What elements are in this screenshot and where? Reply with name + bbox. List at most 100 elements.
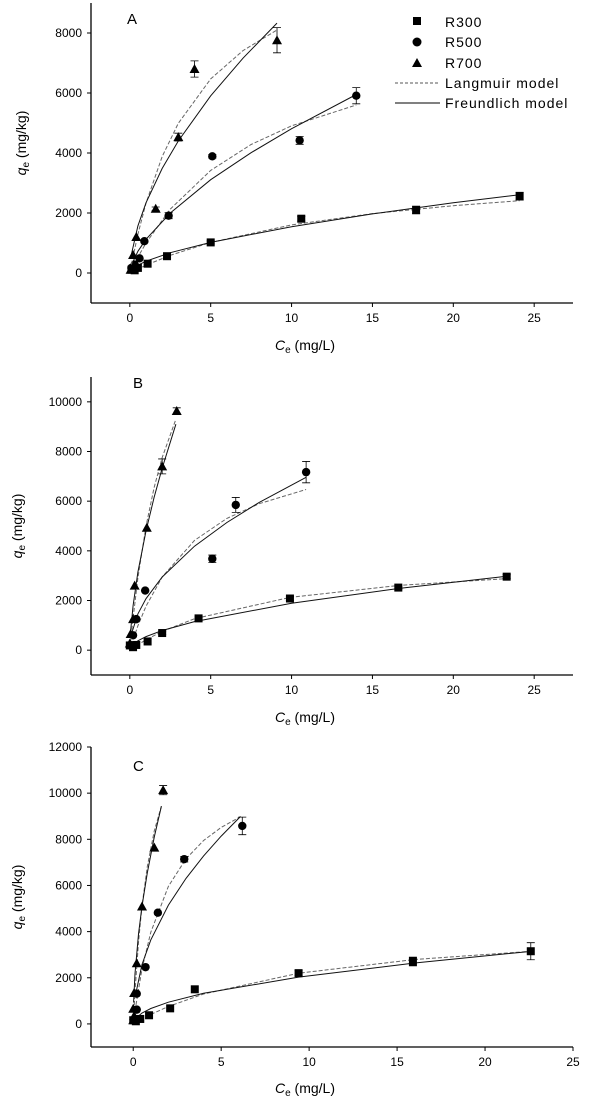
data-point-r700 bbox=[137, 901, 148, 911]
data-point-r300 bbox=[190, 985, 199, 994]
x-tick-label: 20 bbox=[447, 683, 461, 697]
x-axis-symbol: C bbox=[275, 1080, 286, 1096]
x-tick-label: 0 bbox=[126, 311, 133, 325]
data-point-r700 bbox=[129, 1010, 140, 1020]
freundlich-curve-r300 bbox=[134, 950, 533, 1020]
data-point-r300 bbox=[526, 947, 535, 956]
y-axis-symbol: q bbox=[13, 167, 29, 175]
x-tick-label: 10 bbox=[285, 311, 299, 325]
x-axis-symbol: C bbox=[275, 709, 286, 725]
data-point-r500 bbox=[295, 136, 304, 145]
data-point-r300 bbox=[285, 594, 294, 603]
data-point-r300 bbox=[297, 214, 306, 223]
y-tick-label: 8000 bbox=[55, 26, 82, 40]
legend-triangle-marker bbox=[412, 58, 422, 67]
x-axis-label: Ce (mg/L) bbox=[275, 709, 335, 728]
x-axis-subscript: e bbox=[285, 717, 291, 728]
legend-label-r700: R700 bbox=[445, 55, 482, 71]
y-tick-label: 0 bbox=[75, 1017, 82, 1031]
panel-a: A Ce (mg/L) qe (mg/kg) R300 R500 R700 La… bbox=[13, 3, 573, 356]
panel-b: B Ce (mg/L) qe (mg/kg) 0 5 10 15 20 250200040… bbox=[9, 375, 573, 728]
x-tick-label: 25 bbox=[528, 683, 542, 697]
y-axis-symbol: q bbox=[9, 921, 25, 929]
x-tick-label: 20 bbox=[478, 1055, 492, 1069]
y-tick-label: 4000 bbox=[55, 925, 82, 939]
x-tick-label: 15 bbox=[390, 1055, 404, 1069]
data-point-r300 bbox=[136, 1014, 145, 1023]
data-point-r700 bbox=[150, 203, 161, 213]
legend: R300 R500 R700 Langmuir model Freundlich… bbox=[395, 14, 568, 111]
freundlich-curve-r300 bbox=[131, 194, 520, 271]
data-point-r700 bbox=[128, 1003, 139, 1013]
x-tick-label: 25 bbox=[528, 311, 542, 325]
x-tick-label: 5 bbox=[207, 683, 214, 697]
data-point-r300 bbox=[133, 263, 142, 272]
data-point-r500 bbox=[238, 821, 247, 831]
y-tick-label: 8000 bbox=[55, 445, 82, 459]
y-axis-symbol: q bbox=[9, 550, 25, 558]
langmuir-curve-r700 bbox=[130, 29, 278, 265]
y-axis-unit: (mg/kg) bbox=[13, 111, 29, 162]
y-tick-label: 2000 bbox=[55, 594, 82, 608]
y-axis-unit: (mg/kg) bbox=[9, 494, 25, 545]
data-point-r300 bbox=[132, 640, 141, 649]
y-tick-label: 4000 bbox=[55, 544, 82, 558]
y-tick-label: 4000 bbox=[55, 146, 82, 160]
data-point-r700 bbox=[125, 629, 136, 639]
freundlich-curve-r500 bbox=[134, 816, 241, 998]
y-tick-label: 2000 bbox=[55, 206, 82, 220]
x-tick-label: 15 bbox=[366, 311, 380, 325]
y-tick-label: 6000 bbox=[55, 86, 82, 100]
data-point-r500 bbox=[140, 586, 150, 595]
x-axis-subscript: e bbox=[285, 1088, 291, 1099]
data-point-r500 bbox=[352, 91, 361, 100]
freundlich-curve-r700 bbox=[130, 22, 278, 255]
data-point-r300 bbox=[408, 957, 417, 966]
data-point-r700 bbox=[141, 522, 152, 532]
data-point-r700 bbox=[272, 35, 283, 45]
data-point-r300 bbox=[412, 206, 421, 214]
data-point-r300 bbox=[194, 614, 203, 623]
data-point-r500 bbox=[208, 152, 217, 161]
data-point-r300 bbox=[143, 637, 152, 646]
y-axis-label: qe (mg/kg) bbox=[9, 494, 28, 559]
data-point-r700 bbox=[128, 614, 139, 624]
x-axis-label: Ce (mg/L) bbox=[275, 337, 335, 356]
data-point-r700 bbox=[171, 406, 182, 416]
data-point-r700 bbox=[131, 958, 142, 968]
y-axis-label: qe (mg/kg) bbox=[9, 865, 28, 930]
y-tick-label: 12000 bbox=[49, 740, 83, 754]
y-axis-subscript: e bbox=[21, 162, 32, 168]
x-tick-label: 20 bbox=[447, 311, 461, 325]
freundlich-curve-r500 bbox=[130, 94, 357, 266]
data-point-r500 bbox=[301, 467, 311, 477]
legend-label-freundlich: Freundlich model bbox=[445, 95, 568, 111]
data-point-r500 bbox=[180, 854, 189, 864]
x-tick-label: 0 bbox=[126, 683, 133, 697]
data-point-r300 bbox=[502, 572, 511, 581]
data-point-r700 bbox=[157, 461, 168, 471]
y-tick-label: 0 bbox=[75, 266, 82, 280]
x-tick-label: 5 bbox=[218, 1055, 225, 1069]
x-tick-label: 15 bbox=[366, 683, 380, 697]
langmuir-curve-r500 bbox=[130, 489, 307, 645]
data-point-r700 bbox=[129, 988, 140, 997]
y-axis-label: qe (mg/kg) bbox=[13, 111, 32, 176]
data-point-r300 bbox=[394, 583, 403, 592]
y-tick-label: 8000 bbox=[55, 832, 82, 846]
y-axis-subscript: e bbox=[17, 916, 28, 922]
x-tick-label: 10 bbox=[302, 1055, 316, 1069]
freundlich-curve-r700 bbox=[133, 806, 162, 1003]
legend-label-r300: R300 bbox=[445, 14, 482, 30]
freundlich-curve-r700 bbox=[130, 424, 177, 632]
data-point-r700 bbox=[173, 132, 184, 142]
y-tick-label: 10000 bbox=[49, 786, 83, 800]
data-point-r500 bbox=[208, 554, 217, 563]
data-point-r300 bbox=[206, 238, 215, 247]
data-point-r700 bbox=[189, 64, 200, 73]
data-point-r500 bbox=[140, 237, 149, 246]
data-point-r500 bbox=[141, 962, 150, 972]
x-axis-unit: (mg/L) bbox=[291, 337, 335, 353]
x-tick-label: 10 bbox=[285, 683, 299, 697]
langmuir-curve-r500 bbox=[134, 816, 241, 1011]
